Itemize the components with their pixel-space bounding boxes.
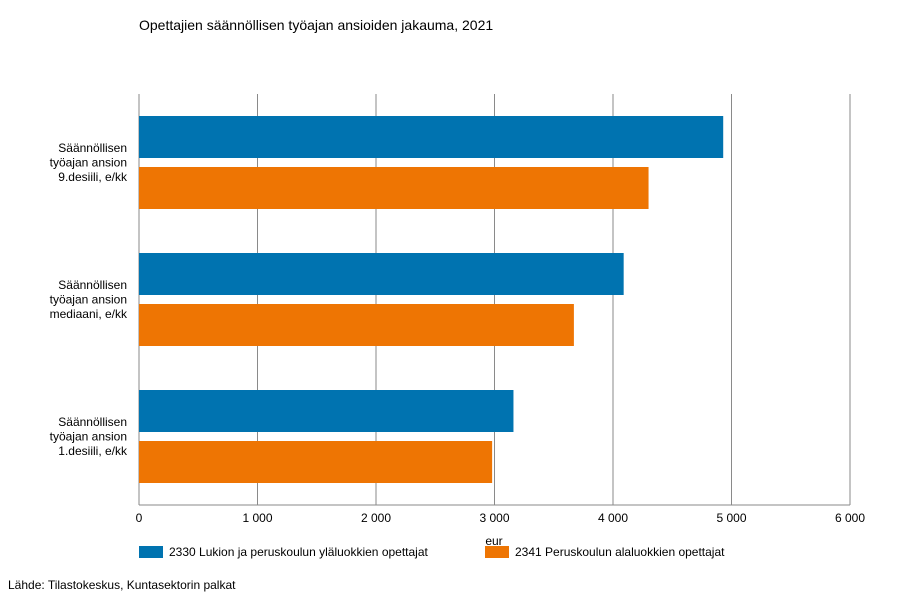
x-tick-label: 0 bbox=[136, 511, 143, 525]
x-tick-label: 1 000 bbox=[242, 511, 272, 525]
category-label-line: Säännöllisen bbox=[58, 278, 127, 292]
bars bbox=[139, 116, 724, 483]
category-label-line: 1.desiili, e/kk bbox=[58, 444, 128, 458]
bar-series-2341 bbox=[139, 167, 649, 209]
chart-title: Opettajien säännöllisen työajan ansioide… bbox=[139, 17, 494, 33]
category-label-line: mediaani, e/kk bbox=[50, 307, 128, 321]
legend-swatch bbox=[139, 546, 163, 558]
category-label: Säännöllisen työajan ansion 9.desiili, e/k… bbox=[50, 141, 128, 184]
source-note: Lähde: Tilastokeskus, Kuntasektorin palk… bbox=[8, 578, 236, 592]
x-tick-label: 5 000 bbox=[716, 511, 746, 525]
category-labels: Säännöllisen työajan ansion 9.desiili, e/k… bbox=[50, 141, 128, 458]
legend-swatch bbox=[485, 546, 509, 558]
gridlines bbox=[138, 94, 851, 506]
category-label-line: 9.desiili, e/kk bbox=[58, 170, 128, 184]
x-tick-label: 6 000 bbox=[835, 511, 865, 525]
bar-series-2341 bbox=[139, 304, 574, 346]
bar-series-2341 bbox=[139, 441, 493, 483]
x-axis-ticks: 0 1 000 2 000 3 000 4 000 5 000 6 000 bbox=[136, 511, 866, 525]
category-label: Säännöllisen työajan ansion mediaani, e/kk bbox=[50, 278, 128, 321]
legend-label: 2341 Peruskoulun alaluokkien opettajat bbox=[515, 545, 725, 559]
x-axis-label: eur bbox=[485, 534, 502, 548]
bar-series-2330 bbox=[139, 390, 514, 432]
category-label-line: Säännöllisen bbox=[58, 415, 127, 429]
category-label-line: työajan ansion bbox=[50, 156, 127, 170]
x-tick-label: 2 000 bbox=[361, 511, 391, 525]
category-label-line: Säännöllisen bbox=[58, 141, 127, 155]
legend: 2330 Lukion ja peruskoulun yläluokkien o… bbox=[139, 545, 725, 559]
category-label-line: työajan ansion bbox=[50, 430, 127, 444]
bar-series-2330 bbox=[139, 253, 624, 295]
category-label: Säännöllisen työajan ansion 1.desiili, e/k… bbox=[50, 415, 128, 458]
bar-series-2330 bbox=[139, 116, 724, 158]
category-label-line: työajan ansion bbox=[50, 293, 127, 307]
x-tick-label: 4 000 bbox=[598, 511, 628, 525]
legend-label: 2330 Lukion ja peruskoulun yläluokkien o… bbox=[169, 545, 429, 559]
x-tick-label: 3 000 bbox=[479, 511, 509, 525]
